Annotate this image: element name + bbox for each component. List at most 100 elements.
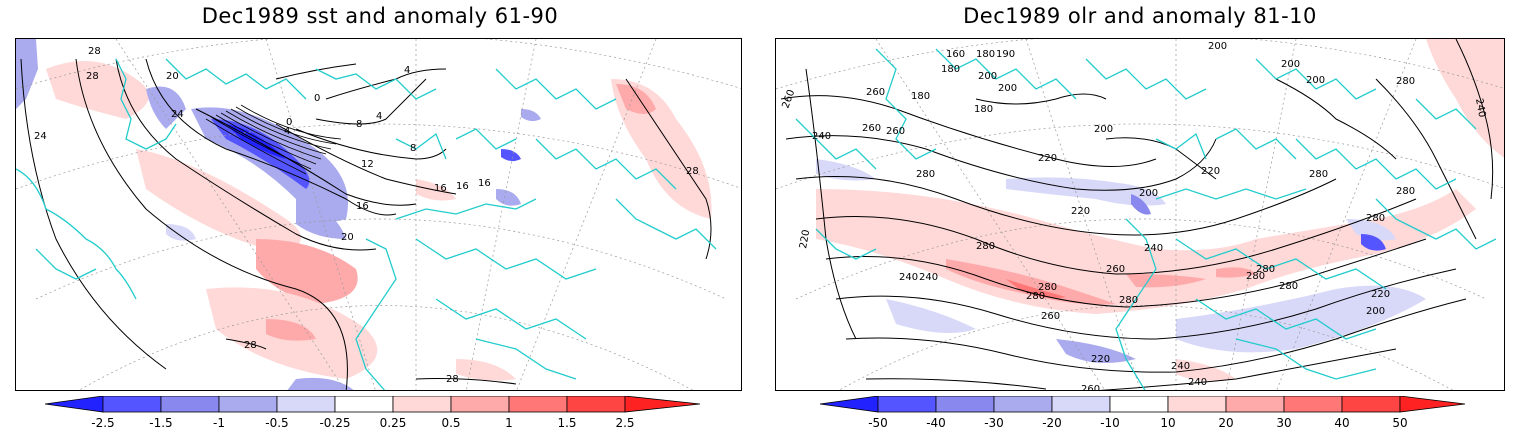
sst-colorbar-segment (334, 396, 394, 413)
olr-contour-label: 200 (1094, 124, 1113, 135)
olr-contour-label: 280 (976, 241, 995, 252)
olr-contour-label: 200 (1139, 188, 1158, 199)
olr-contour-labels: 260 260 240 260 160 180 190 180 200 180 … (780, 41, 1487, 391)
olr-colorbar-tick: -30 (984, 416, 1004, 430)
olr-colorbar-segment (935, 396, 995, 413)
olr-contour-label: 240 (812, 131, 831, 142)
sst-contour-label: 24 (171, 109, 184, 120)
sst-colorbar-left-arrow (45, 396, 104, 413)
sst-colorbar-segment (102, 396, 162, 413)
sst-contour-label: 28 (686, 166, 699, 177)
olr-contour-label: 280 (1246, 271, 1265, 282)
olr-contour-label: 180 (976, 49, 995, 60)
olr-contour-label: 260 (1106, 264, 1125, 275)
olr-colorbar-left-arrow (819, 396, 879, 413)
olr-colorbar-tick: 20 (1218, 416, 1233, 430)
olr-contour-label: 240 (1473, 98, 1487, 119)
sst-map-canvas: 24 28 28 20 24 0 0 4 4 8 4 8 12 16 16 16… (16, 39, 741, 390)
olr-contours (780, 39, 1494, 390)
sst-contour-label: 12 (361, 159, 374, 170)
olr-colorbar-ticks: -50 -40 -30 -20 -10 10 20 30 40 50 (868, 416, 1407, 430)
olr-contour-label: 280 (1309, 169, 1328, 180)
olr-colorbar-tick: -40 (926, 416, 946, 430)
olr-contour-label: 200 (1306, 75, 1325, 86)
olr-colorbar-segment (993, 396, 1053, 413)
olr-contour-label: 260 (1041, 311, 1060, 322)
olr-contour-label: 220 (1371, 289, 1390, 300)
sst-colorbar-tick: -1 (213, 416, 225, 430)
olr-colorbar-tick: -50 (868, 416, 888, 430)
sst-contour-label: 4 (284, 126, 290, 137)
olr-colorbar-tick: -20 (1042, 416, 1062, 430)
sst-contour-label: 28 (88, 46, 101, 57)
sst-contour-label: 4 (376, 111, 382, 122)
sst-contour-labels: 24 28 28 20 24 0 0 4 4 8 4 8 12 16 16 16… (34, 46, 699, 385)
olr-colorbar-tick: 30 (1276, 416, 1291, 430)
sst-contour-label: 4 (404, 65, 410, 76)
olr-contour-label: 240 (1144, 243, 1163, 254)
olr-colorbar-segment (1225, 396, 1285, 413)
sst-colorbar-tick: 2.5 (615, 416, 634, 430)
olr-graticule (776, 39, 1504, 390)
sst-contour-label: 20 (166, 71, 179, 82)
olr-contour-label: 280 (1396, 186, 1415, 197)
sst-panel-title: Dec1989 sst and anomaly 61-90 (201, 4, 559, 28)
sst-contour-label: 16 (434, 183, 447, 194)
sst-colorbar-segment (566, 396, 626, 413)
olr-contour-label: 180 (941, 64, 960, 75)
sst-map[interactable]: 24 28 28 20 24 0 0 4 4 8 4 8 12 16 16 16… (15, 38, 742, 391)
olr-contour-label: 260 (886, 126, 905, 137)
olr-map[interactable]: 260 260 240 260 160 180 190 180 200 180 … (775, 38, 1505, 391)
sst-colorbar-segment (392, 396, 452, 413)
sst-colorbar-segment (218, 396, 278, 413)
sst-colorbar-segment (508, 396, 568, 413)
olr-colorbar-tick: 10 (1160, 416, 1175, 430)
sst-panel: Dec1989 sst and anomaly 61-90 (15, 4, 742, 430)
olr-contour-label: 260 (866, 87, 885, 98)
sst-colorbar-tick: -1.5 (149, 416, 172, 430)
sst-colorbar-ticks: -2.5 -1.5 -1 -0.5 -0.25 0.25 0.5 1 1.5 2… (91, 416, 634, 430)
olr-contour-label: 200 (1281, 59, 1300, 70)
olr-contour-label: 260 (780, 88, 797, 110)
olr-panel-title: Dec1989 olr and anomaly 81-10 (963, 4, 1317, 28)
sst-contour-label: 20 (341, 232, 354, 243)
sst-colorbar-tick: 0.25 (380, 416, 407, 430)
olr-anomaly-shading (816, 39, 1504, 381)
sst-contours (20, 58, 712, 390)
olr-contour-label: 280 (916, 169, 935, 180)
sst-contour-label: 8 (410, 143, 416, 154)
olr-contour-label: 200 (1208, 41, 1227, 52)
sst-colorbar-segment (160, 396, 220, 413)
olr-contour-label: 260 (862, 123, 881, 134)
sst-contour-label: 16 (456, 181, 469, 192)
sst-contour-label: 16 (478, 178, 491, 189)
olr-contour-label: 220 (1201, 166, 1220, 177)
olr-colorbar-segment (1341, 396, 1401, 413)
olr-colorbar-right-arrow (1399, 396, 1466, 413)
sst-coastlines (16, 58, 717, 390)
sst-contour-label: 28 (86, 71, 99, 82)
olr-colorbar-segment (1167, 396, 1227, 413)
olr-contour-label: 200 (998, 83, 1017, 94)
sst-dense-contours (205, 104, 342, 175)
olr-contour-label: 280 (1119, 295, 1138, 306)
olr-contour-label: 200 (978, 71, 997, 82)
sst-contour-label: 28 (446, 374, 459, 385)
olr-contour-label: 280 (1256, 264, 1275, 275)
olr-colorbar-segments (819, 396, 1466, 413)
olr-contour-label: 190 (996, 49, 1015, 60)
olr-colorbar-tick: 50 (1392, 416, 1407, 430)
olr-contour-label: 280 (1279, 281, 1298, 292)
olr-contour-label: 180 (974, 104, 993, 115)
olr-map-canvas: 260 260 240 260 160 180 190 180 200 180 … (776, 39, 1504, 391)
olr-contour-label: 220 (1038, 153, 1057, 164)
olr-colorbar-segment (877, 396, 937, 413)
sst-colorbar-right-arrow (624, 396, 701, 413)
sst-colorbar-tick: -0.25 (319, 416, 350, 430)
sst-contour-label: 16 (356, 201, 369, 212)
olr-contour-label: 260 (1081, 384, 1100, 391)
olr-contour-label: 280 (1366, 213, 1385, 224)
olr-contour-label: 280 (1026, 291, 1045, 302)
olr-contour-label: 220 (1091, 354, 1110, 365)
sst-colorbar-tick: -0.5 (265, 416, 288, 430)
